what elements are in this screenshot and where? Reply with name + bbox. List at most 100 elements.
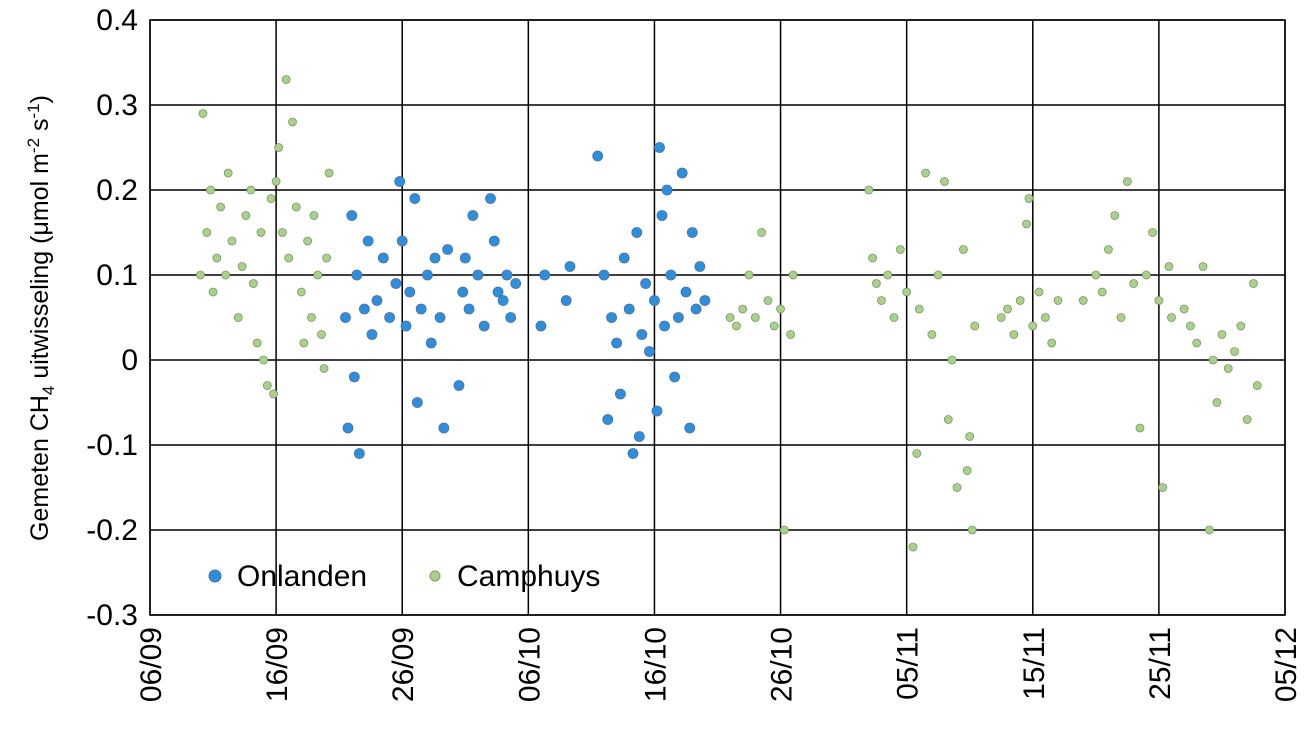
point	[560, 295, 572, 306]
point	[763, 296, 773, 305]
point	[241, 211, 251, 220]
point	[1158, 483, 1168, 492]
point	[249, 279, 258, 288]
point	[967, 525, 977, 535]
point	[429, 252, 441, 264]
point	[472, 269, 484, 281]
point	[284, 253, 294, 263]
point	[1028, 321, 1038, 331]
point	[422, 269, 433, 281]
y-axis-label: Gemeten CH4 uitwisseling (μmol m-2 s-1)	[24, 95, 58, 541]
point	[895, 245, 905, 254]
point	[390, 278, 402, 289]
point	[453, 380, 465, 391]
x-tick-label: 26/09	[387, 627, 420, 702]
point	[342, 422, 354, 434]
point	[618, 252, 630, 264]
point	[1179, 304, 1189, 314]
y-tick-label: -0.2	[86, 514, 138, 547]
point	[943, 415, 953, 424]
point	[889, 313, 899, 322]
point	[1122, 177, 1132, 186]
point	[908, 542, 918, 552]
point	[1003, 304, 1012, 314]
point	[1154, 296, 1164, 305]
point	[1204, 525, 1214, 535]
point	[212, 253, 222, 263]
point	[269, 389, 278, 399]
point	[442, 244, 454, 255]
point	[872, 279, 881, 288]
point	[485, 193, 496, 204]
point	[940, 177, 949, 186]
point	[962, 466, 972, 475]
point	[262, 381, 272, 390]
point	[246, 185, 256, 195]
legend-marker	[429, 570, 441, 582]
point	[684, 422, 696, 434]
point	[1230, 347, 1239, 356]
point	[644, 346, 655, 357]
point	[611, 337, 623, 349]
point	[636, 329, 648, 340]
point	[959, 245, 968, 254]
y-tick-label: 0.4	[96, 4, 138, 37]
point	[1198, 262, 1208, 271]
point	[1148, 228, 1157, 237]
point	[1053, 296, 1063, 305]
point	[237, 262, 247, 271]
point	[996, 313, 1006, 322]
point	[738, 304, 748, 314]
point	[438, 422, 450, 434]
point	[322, 253, 331, 263]
y-label-sup: -2	[24, 138, 43, 153]
point	[933, 270, 943, 280]
point	[732, 321, 741, 331]
point	[259, 355, 268, 365]
point	[1212, 398, 1222, 407]
point	[1217, 330, 1227, 339]
point	[1024, 194, 1034, 203]
x-tick-label: 15/11	[1018, 627, 1051, 700]
x-tick-label: 16/09	[261, 627, 294, 702]
point	[252, 338, 262, 348]
y-tick-label: 0.1	[96, 259, 138, 292]
point	[1223, 364, 1233, 373]
point	[654, 142, 665, 153]
point	[952, 483, 962, 492]
point	[676, 167, 688, 179]
y-label-sub: 4	[39, 386, 58, 395]
point	[912, 449, 922, 458]
point	[309, 211, 319, 220]
y-label-part: )	[26, 95, 54, 103]
point	[266, 194, 276, 203]
point	[606, 312, 617, 323]
point	[1135, 423, 1145, 433]
point	[725, 313, 735, 322]
point	[1097, 287, 1107, 297]
point	[1208, 355, 1218, 365]
point	[348, 371, 360, 383]
point	[914, 304, 924, 314]
point	[434, 312, 446, 323]
point	[1078, 296, 1088, 305]
point	[665, 269, 677, 281]
point	[1047, 338, 1057, 348]
point	[883, 270, 893, 280]
y-label-part: s	[26, 119, 54, 138]
point	[196, 270, 205, 280]
point	[353, 448, 365, 459]
point	[501, 269, 513, 281]
point	[281, 75, 291, 84]
point	[457, 286, 469, 298]
point	[686, 227, 698, 238]
point	[313, 270, 323, 280]
point	[271, 177, 281, 186]
point	[649, 295, 660, 306]
point	[358, 303, 370, 315]
point	[208, 287, 218, 297]
point	[459, 252, 471, 264]
point	[497, 295, 509, 306]
point	[1192, 338, 1202, 348]
x-tick-label: 16/10	[639, 627, 672, 702]
